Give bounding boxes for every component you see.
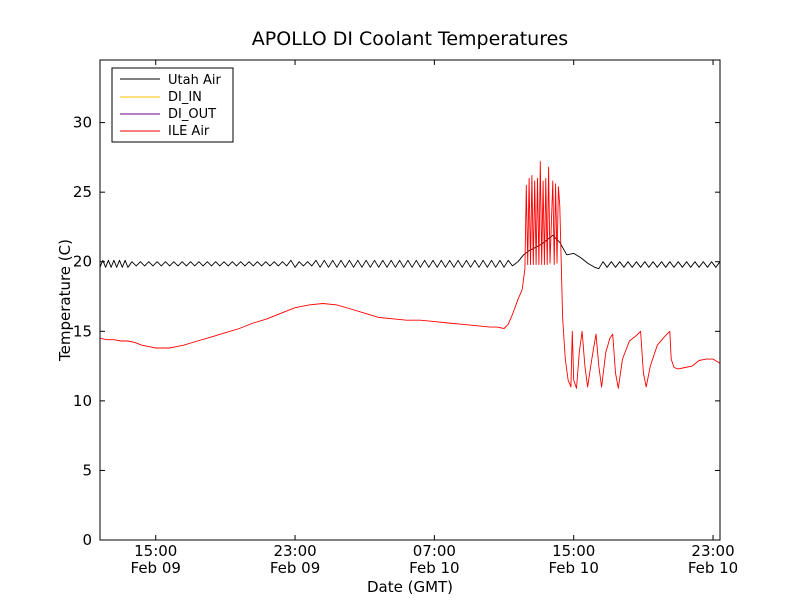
y-axis-label: Temperature (C): [56, 239, 74, 362]
plot-frame: [99, 59, 721, 541]
y-tick-label: 30: [73, 114, 92, 132]
x-tick-label-time: 15:00: [552, 542, 595, 560]
y-tick-label: 15: [73, 322, 92, 340]
x-tick-label-time: 15:00: [134, 542, 177, 560]
series-line-utah-air: [99, 234, 721, 270]
series-line-ile-air: [99, 161, 721, 389]
legend-label-di-out: DI_OUT: [168, 107, 216, 122]
x-axis-label: Date (GMT): [367, 578, 453, 596]
y-tick-label: 20: [73, 253, 92, 271]
y-axis: 0 5 10 15 20 25 30: [73, 114, 720, 549]
x-tick-label-time: 23:00: [691, 542, 734, 560]
x-tick-label-date: Feb 10: [548, 559, 598, 577]
series-layer: [99, 161, 721, 389]
legend-label-utah-air: Utah Air: [168, 73, 221, 88]
x-tick-label-time: 23:00: [273, 542, 316, 560]
x-tick-label-date: Feb 10: [409, 559, 459, 577]
legend-label-di-in: DI_IN: [168, 90, 202, 105]
x-tick-label-time: 07:00: [413, 542, 456, 560]
y-tick-label: 0: [82, 531, 92, 549]
x-tick-label-date: Feb 09: [131, 559, 181, 577]
y-tick-label: 5: [82, 461, 92, 479]
y-tick-label: 10: [73, 392, 92, 410]
legend-box: [111, 67, 234, 143]
y-tick-label: 25: [73, 183, 92, 201]
x-tick-label-date: Feb 10: [688, 559, 738, 577]
x-tick-label-date: Feb 09: [270, 559, 320, 577]
legend-label-ile-air: ILE Air: [168, 124, 210, 139]
legend: Utah Air DI_IN DI_OUT ILE Air: [111, 67, 234, 143]
chart-title: APOLLO DI Coolant Temperatures: [252, 28, 568, 50]
